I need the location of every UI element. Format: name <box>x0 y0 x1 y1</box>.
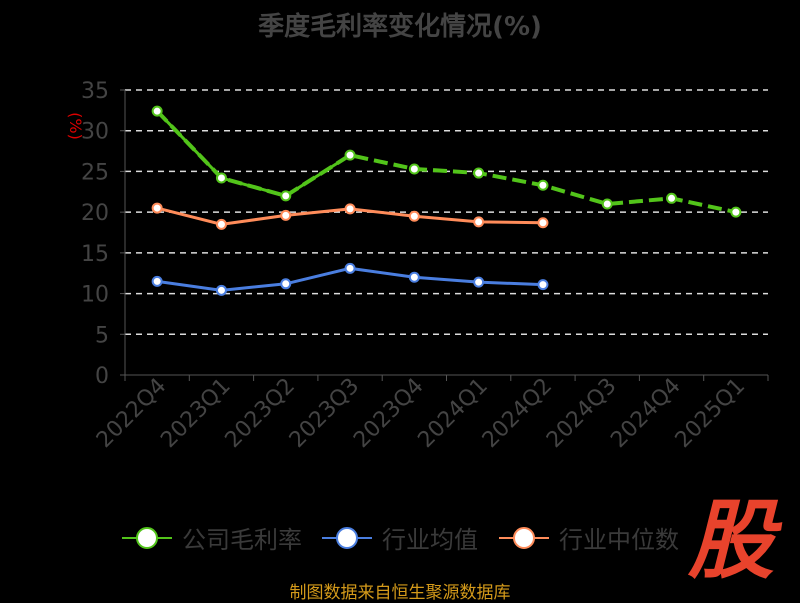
x-tick-label: 2024Q2 <box>478 374 557 453</box>
x-tick-label: 2024Q1 <box>413 374 492 453</box>
data-point <box>408 210 420 222</box>
x-tick-label: 2024Q3 <box>542 374 621 453</box>
legend-marker-icon <box>499 526 549 549</box>
legend-marker-icon <box>322 526 372 549</box>
x-tick-label: 2023Q4 <box>349 374 428 453</box>
legend-item-company[interactable]: 公司毛利率 <box>122 520 302 555</box>
y-tick-label: 25 <box>81 160 109 185</box>
legend-item-industry-avg[interactable]: 行业均值 <box>322 520 478 555</box>
legend-item-industry-median[interactable]: 行业中位数 <box>499 520 679 555</box>
x-tick-label: 2023Q1 <box>156 374 235 453</box>
data-point <box>344 262 356 274</box>
data-point <box>666 192 678 204</box>
data-point <box>537 217 549 229</box>
data-point <box>215 218 227 230</box>
y-tick-label: 15 <box>81 242 109 267</box>
data-point <box>151 202 163 214</box>
legend-label: 行业中位数 <box>559 526 679 554</box>
data-point <box>537 179 549 191</box>
logo: 股 <box>688 491 774 591</box>
data-point <box>280 190 292 202</box>
data-point <box>151 105 163 117</box>
data-point <box>601 198 613 210</box>
legend-marker-icon <box>122 526 172 549</box>
y-tick-label: 5 <box>95 323 109 348</box>
data-point <box>215 172 227 184</box>
x-tick-label: 2023Q2 <box>221 374 300 453</box>
data-point <box>408 163 420 175</box>
x-tick-label: 2025Q1 <box>671 374 750 453</box>
y-tick-label: 35 <box>81 79 109 104</box>
y-tick-label: 20 <box>81 201 109 226</box>
data-point <box>408 271 420 283</box>
series-line-0 <box>156 110 351 198</box>
source-note: 制图数据来自恒生聚源数据库 <box>289 583 511 603</box>
data-point <box>151 275 163 287</box>
data-point <box>730 206 742 218</box>
chart-title: 季度毛利率变化情况(%) <box>258 12 542 42</box>
y-tick-label: 10 <box>81 283 109 308</box>
data-point <box>344 149 356 161</box>
data-point <box>473 216 485 228</box>
x-tick-label: 2024Q4 <box>606 374 685 453</box>
data-point <box>473 167 485 179</box>
data-point <box>537 279 549 291</box>
y-tick-label: 0 <box>95 364 109 389</box>
data-point <box>215 284 227 296</box>
y-tick-label: 30 <box>81 120 109 145</box>
data-point <box>344 203 356 215</box>
legend-label: 公司毛利率 <box>182 526 302 554</box>
x-tick-label: 2023Q3 <box>285 374 364 453</box>
y-axis-label: (%) <box>66 112 85 140</box>
data-point <box>280 278 292 290</box>
data-point <box>473 276 485 288</box>
data-point <box>280 209 292 221</box>
legend-label: 行业均值 <box>382 526 478 554</box>
series-line-dashed-0 <box>155 109 737 215</box>
